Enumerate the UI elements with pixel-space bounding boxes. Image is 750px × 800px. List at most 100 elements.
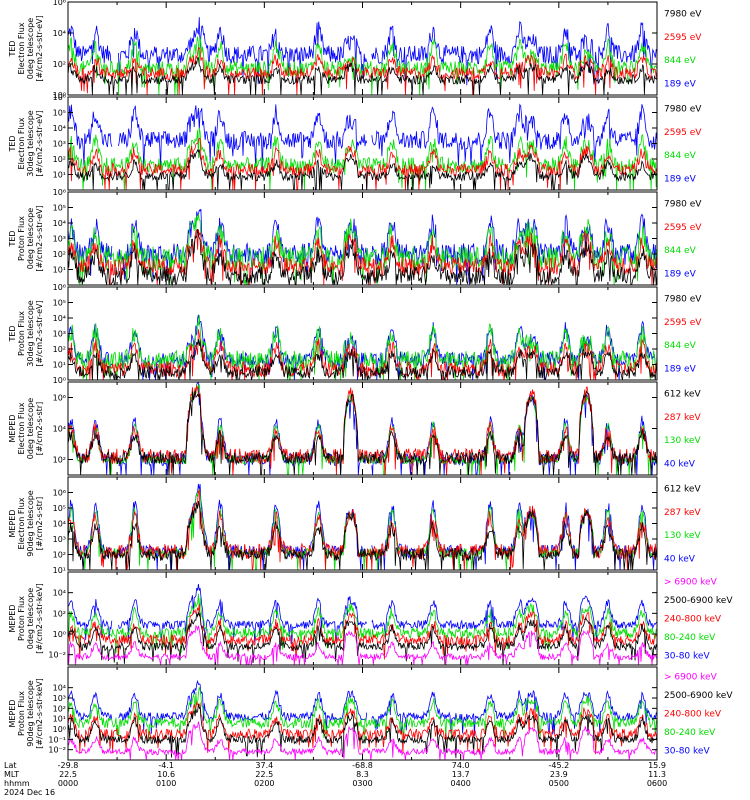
y-tick-label: 10⁶ — [53, 0, 66, 7]
panel-ylabel: MEPEDProton Flux90deg telescope[#/cm2-s-… — [8, 678, 44, 749]
legend-label: 7980 eV — [664, 200, 702, 210]
ylabel-line: Electron Flux — [17, 22, 26, 74]
ylabel-line: [#/cm2-s-str-keV] — [35, 678, 44, 749]
ylabel-line: 0deg telescope — [26, 588, 35, 649]
ylabel-line: Electron Flux — [17, 117, 26, 169]
panel-meped-e-0: 10² 10⁴ 10⁶ MEPEDElectron Flux0deg telescop… — [8, 381, 701, 476]
panel-ted-e-0: 10⁰ 10² 10⁴ 10⁶ TEDElectron Flux0deg telesco… — [8, 0, 702, 100]
panel-ylabel: TEDElectron Flux0deg telescope[#/cm2-s-s… — [8, 15, 44, 81]
y-tick-label: 10² — [53, 345, 66, 354]
panel-frame — [67, 96, 658, 191]
y-tick-label: 10² — [53, 250, 66, 259]
panel-ylabel: MEPEDElectron Flux0deg telescope[#/cm2-s… — [8, 398, 44, 459]
panel-ylabel: TEDElectron Flux30deg telescope[#/cm2-s-… — [8, 110, 44, 177]
series-blue — [67, 584, 658, 645]
axis-row-label: hhmm — [4, 779, 30, 788]
axis-row-label: Lat — [4, 761, 17, 770]
series-green — [67, 593, 658, 654]
ylabel-line: [#/cm2-s-str] — [35, 402, 44, 455]
panel-ylabel: TEDProton Flux0deg telescope[#/cm2-s-str… — [8, 205, 44, 271]
ylabel-line: [#/cm2-s-str] — [35, 497, 44, 550]
ylabel-line: Electron Flux — [17, 402, 26, 454]
tick-hhmm: 0400 — [450, 779, 470, 788]
ylabel-line: MEPED — [8, 415, 17, 443]
y-tick-label: 10² — [53, 60, 66, 69]
ylabel-line: TED — [8, 135, 17, 152]
y-tick-label: 10² — [53, 609, 66, 618]
legend-label: 612 keV — [664, 485, 701, 495]
tick-lat: -45.2 — [548, 761, 569, 770]
y-tick-label: 10⁴ — [53, 589, 66, 598]
y-tick-label: 10¹ — [53, 266, 66, 275]
tick-mlt: 11.3 — [648, 770, 666, 779]
legend-label: 189 eV — [664, 269, 697, 279]
ylabel-line: 30deg telescope — [26, 110, 35, 177]
legend-label: 844 eV — [664, 246, 697, 256]
series-black — [67, 501, 658, 571]
y-tick-label: 10⁰ — [53, 630, 66, 639]
ylabel-line: TED — [8, 230, 17, 247]
y-tick-label: 10⁻² — [48, 651, 66, 660]
legend-label: > 6900 keV — [664, 577, 718, 587]
tick-mlt: 23.9 — [550, 770, 568, 779]
panel-ylabel: TEDProton Flux30deg telescope[#/cm2-s-st… — [8, 300, 44, 367]
y-tick-label: 10⁴ — [53, 29, 66, 38]
ylabel-line: [#/cm2-s-str-eV] — [35, 15, 44, 81]
y-tick-label: 10⁶ — [53, 489, 66, 498]
y-tick-label: 10² — [53, 551, 66, 560]
legend-label: 844 eV — [664, 56, 697, 66]
ylabel-line: MEPED — [8, 510, 17, 538]
ylabel-line: 0deg telescope — [26, 398, 35, 459]
tick-lat: 15.9 — [648, 761, 666, 770]
tick-lat: 37.4 — [255, 761, 273, 770]
y-tick-label: 10¹ — [53, 171, 66, 180]
panel-ted-e-30: 10¹ 10² 10³ 10⁴ 10⁵ 10⁶ TEDElectron Flux30deg … — [8, 93, 702, 191]
ylabel-line: [#/cm2-s-str-eV] — [35, 110, 44, 176]
tick-hhmm: 0200 — [254, 779, 274, 788]
legend-label: 189 eV — [664, 79, 697, 89]
series-black — [67, 228, 658, 287]
panel-meped-p-0: 10⁻² 10⁰ 10² 10⁴ MEPEDProton Flux0deg telesc… — [8, 571, 733, 666]
y-tick-label: 10⁶ — [53, 394, 66, 403]
panel-ylabel: MEPEDElectron Flux90deg telescope[#/cm2-… — [8, 490, 44, 557]
legend-label: 189 eV — [664, 174, 697, 184]
series-black — [67, 703, 658, 759]
legend-label: 7980 eV — [664, 295, 702, 305]
y-tick-label: 10⁰ — [53, 91, 66, 100]
ylabel-line: 90deg telescope — [26, 490, 35, 557]
ylabel-line: Proton Flux — [17, 311, 26, 356]
axis-row-label: 2024 Dec 16 — [4, 788, 55, 797]
y-tick-label: 10⁶ — [53, 93, 66, 102]
legend-label: 80-240 keV — [664, 728, 716, 738]
series-black — [67, 338, 658, 382]
tick-mlt: 22.5 — [255, 770, 273, 779]
y-tick-label: 10³ — [53, 694, 66, 703]
ylabel-line: TED — [8, 40, 17, 57]
ylabel-line: TED — [8, 325, 17, 342]
tick-lat: -68.8 — [352, 761, 373, 770]
y-tick-label: 10⁴ — [53, 124, 66, 133]
ylabel-line: Electron Flux — [17, 497, 26, 549]
legend-label: 612 keV — [664, 390, 701, 400]
y-tick-label: 10⁴ — [53, 314, 66, 323]
y-tick-label: 10⁴ — [53, 520, 66, 529]
tick-mlt: 8.3 — [356, 770, 369, 779]
legend-label: 130 keV — [664, 531, 701, 541]
panel-meped-e-90: 10¹ 10² 10³ 10⁴ 10⁵ 10⁶ MEPEDElectron Flux90de… — [8, 476, 701, 575]
legend-label: 40 keV — [664, 554, 696, 564]
y-tick-label: 10⁻² — [48, 746, 66, 755]
ylabel-line: 0deg telescope — [26, 18, 35, 79]
series-black — [67, 389, 658, 476]
y-tick-label: 10⁴ — [53, 684, 66, 693]
tick-hhmm: 0000 — [58, 779, 78, 788]
series-black — [67, 610, 658, 666]
series-red — [67, 46, 658, 96]
legend-label: 130 keV — [664, 436, 701, 446]
legend-label: 2595 eV — [664, 318, 702, 328]
ylabel-line: Proton Flux — [17, 691, 26, 736]
y-tick-label: 10⁴ — [53, 219, 66, 228]
ylabel-line: MEPED — [8, 700, 17, 728]
panel-ted-p-30: 10⁰ 10¹ 10² 10³ 10⁴ 10⁵ 10⁶ TEDProton Flux30deg… — [8, 283, 702, 385]
